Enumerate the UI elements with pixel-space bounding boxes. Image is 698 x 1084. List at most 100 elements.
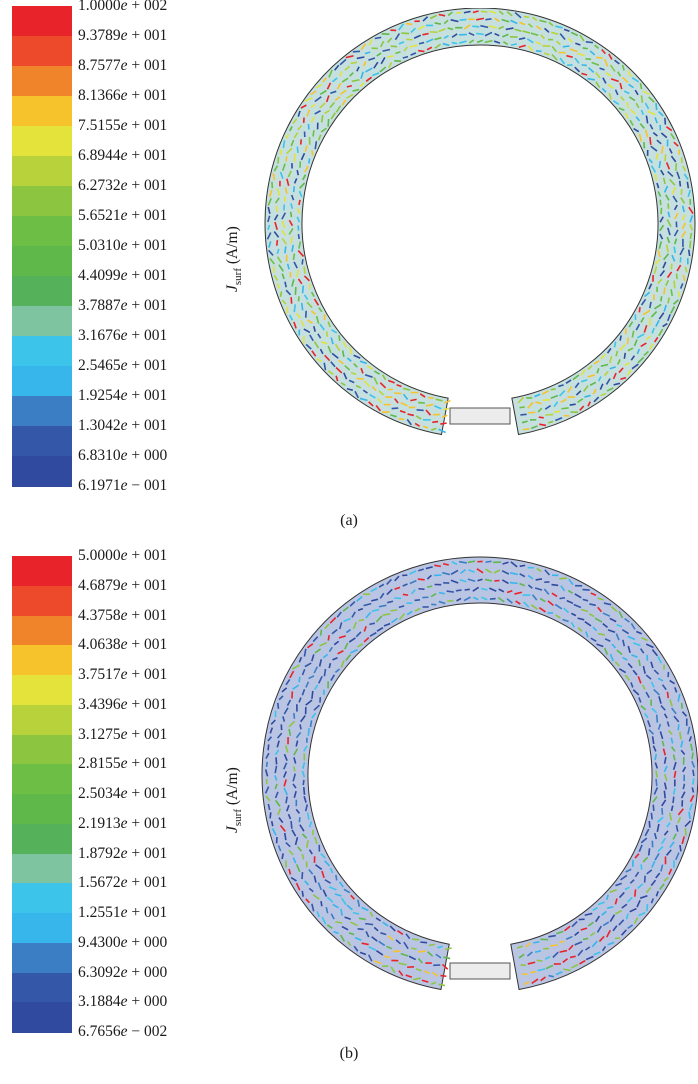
vector-arrow xyxy=(539,597,546,603)
vector-arrow xyxy=(387,935,394,941)
vector-arrow xyxy=(636,348,641,355)
vector-arrow xyxy=(374,36,382,40)
colorbar-tick-label: 3.1884e + 000 xyxy=(78,993,168,1011)
vector-arrow xyxy=(459,579,467,583)
vector-arrow xyxy=(589,50,596,56)
vector-arrow xyxy=(618,891,625,899)
vector-arrow xyxy=(418,25,425,31)
vector-arrow xyxy=(528,23,533,28)
vector-arrow xyxy=(299,724,302,730)
vector-arrow xyxy=(569,403,576,406)
vector-arrow xyxy=(531,594,538,601)
vector-arrow xyxy=(536,959,543,962)
vector-arrow xyxy=(675,825,679,832)
vector-arrow xyxy=(562,958,569,964)
vector-arrow xyxy=(402,55,409,59)
vector-arrow xyxy=(568,578,574,586)
vector-arrow xyxy=(664,154,667,162)
vector-arrow xyxy=(423,970,430,975)
vector-arrow xyxy=(577,617,585,621)
vector-arrow xyxy=(343,617,351,623)
vector-arrow xyxy=(357,607,364,612)
vector-arrow xyxy=(579,34,585,42)
vector-arrow xyxy=(635,102,640,109)
vector-arrow xyxy=(327,321,331,328)
colorbar-swatch xyxy=(12,66,72,97)
vector-arrow xyxy=(614,89,619,96)
vector-arrow xyxy=(609,366,616,370)
vector-arrow xyxy=(527,401,534,409)
vector-arrow xyxy=(609,889,617,893)
vector-arrow xyxy=(386,945,393,950)
vector-arrow xyxy=(681,222,686,230)
vector-arrow xyxy=(410,398,417,402)
vector-arrow xyxy=(620,874,628,881)
vector-arrow xyxy=(575,390,582,396)
current-vector-arrows xyxy=(266,10,694,434)
vector-arrow xyxy=(293,304,297,313)
vector-arrow xyxy=(472,10,479,14)
vector-arrow xyxy=(475,17,485,21)
vector-arrow xyxy=(313,298,320,306)
vector-arrow xyxy=(353,945,359,952)
vector-arrow xyxy=(595,71,601,79)
vector-arrow xyxy=(308,887,314,893)
vector-arrow xyxy=(673,238,678,245)
vector-arrow xyxy=(459,40,467,44)
vector-arrow xyxy=(574,66,581,73)
vector-arrow xyxy=(539,423,547,427)
vector-arrow xyxy=(476,32,484,36)
vector-arrow xyxy=(627,645,631,653)
vector-arrow xyxy=(398,962,407,966)
vector-arrow xyxy=(540,34,546,40)
vector-arrow xyxy=(618,668,627,674)
vector-arrow xyxy=(571,920,578,928)
vector-arrow xyxy=(569,955,576,959)
vector-arrow xyxy=(337,650,344,655)
vector-arrow xyxy=(307,319,313,324)
vector-arrow xyxy=(303,266,306,274)
vector-arrow xyxy=(595,915,601,923)
vector-arrow xyxy=(438,600,446,605)
vector-arrow xyxy=(354,390,360,399)
vector-arrow xyxy=(590,592,597,597)
vector-arrow xyxy=(650,661,654,669)
colorbar-a xyxy=(12,6,72,487)
vector-arrow xyxy=(548,974,554,978)
vector-arrow xyxy=(493,569,501,574)
vector-arrow xyxy=(677,808,684,816)
vector-arrow xyxy=(267,215,271,223)
vector-arrow xyxy=(535,401,542,405)
vector-arrow xyxy=(323,668,327,677)
vector-arrow xyxy=(369,631,377,637)
vector-arrow xyxy=(609,914,616,923)
vector-arrow xyxy=(299,715,306,723)
vector-arrow xyxy=(640,298,647,306)
vector-arrow xyxy=(526,951,533,957)
vector-arrow xyxy=(612,372,617,380)
vector-arrow xyxy=(687,189,691,198)
vector-arrow xyxy=(510,561,518,568)
vector-arrow xyxy=(420,941,428,944)
vector-arrow xyxy=(342,606,349,612)
vector-arrow xyxy=(656,182,660,189)
vector-arrow xyxy=(335,375,339,382)
vector-arrow xyxy=(443,407,450,411)
vector-arrow xyxy=(620,96,625,102)
vector-arrow xyxy=(607,941,615,946)
vector-arrow xyxy=(407,413,414,417)
vector-arrow xyxy=(267,249,274,256)
vector-arrow xyxy=(274,765,278,774)
vector-arrow xyxy=(624,328,627,335)
vector-arrow xyxy=(405,933,411,940)
vector-arrow xyxy=(608,92,612,100)
vector-arrow xyxy=(548,934,556,938)
vector-arrow xyxy=(314,836,318,845)
vector-arrow xyxy=(548,21,554,27)
vector-arrow xyxy=(645,115,649,124)
vector-arrow xyxy=(373,376,379,385)
colorbar-tick-label: 5.6521e + 001 xyxy=(78,207,168,224)
vector-arrow xyxy=(292,253,296,261)
vector-arrow xyxy=(308,158,311,164)
vector-arrow xyxy=(617,359,621,365)
